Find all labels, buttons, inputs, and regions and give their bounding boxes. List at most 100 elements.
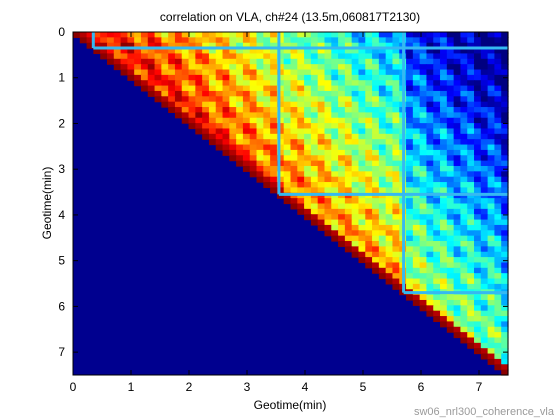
correlation-cell: [426, 246, 434, 253]
correlation-cell: [276, 53, 285, 60]
correlation-cell: [222, 117, 230, 124]
correlation-cell: [106, 48, 115, 55]
correlation-cell: [467, 80, 475, 87]
correlation-cell: [188, 74, 196, 81]
correlation-cell: [453, 144, 462, 151]
correlation-cell: [494, 294, 502, 301]
correlation-cell: [392, 219, 400, 226]
correlation-cell: [297, 123, 305, 130]
correlation-cell: [460, 48, 468, 55]
correlation-cell: [256, 128, 264, 135]
correlation-cell: [487, 278, 496, 285]
correlation-cell: [283, 171, 292, 178]
correlation-cell: [480, 96, 489, 103]
correlation-cell: [174, 101, 183, 108]
correlation-cell: [331, 42, 339, 49]
correlation-cell: [487, 283, 496, 290]
correlation-cell: [487, 32, 496, 38]
correlation-cell: [351, 198, 360, 205]
correlation-cell: [249, 155, 258, 162]
correlation-cell: [440, 133, 448, 140]
correlation-cell: [501, 53, 509, 60]
y-tick-label: 2: [58, 116, 65, 130]
correlation-cell: [453, 267, 462, 274]
correlation-cell: [338, 48, 346, 55]
correlation-cell: [208, 128, 217, 135]
correlation-cell: [412, 214, 421, 221]
correlation-cell: [453, 85, 462, 92]
correlation-cell: [392, 235, 400, 242]
correlation-cell: [474, 283, 482, 290]
correlation-cell: [501, 64, 509, 71]
correlation-cell: [412, 32, 421, 38]
correlation-cell: [365, 224, 373, 231]
correlation-cell: [460, 246, 468, 253]
correlation-cell: [331, 235, 339, 242]
correlation-cell: [446, 48, 455, 55]
correlation-cell: [331, 107, 339, 113]
correlation-cell: [426, 69, 434, 76]
correlation-cell: [440, 176, 448, 183]
correlation-cell: [263, 171, 271, 178]
correlation-cell: [501, 176, 509, 183]
correlation-cell: [494, 133, 502, 140]
correlation-cell: [263, 32, 271, 38]
correlation-cell: [433, 182, 441, 189]
correlation-cell: [351, 187, 360, 194]
correlation-cell: [385, 80, 394, 87]
correlation-cell: [338, 182, 346, 189]
correlation-cell: [358, 48, 366, 55]
correlation-cell: [419, 133, 428, 140]
correlation-cell: [195, 117, 203, 124]
correlation-cell: [154, 80, 162, 87]
correlation-cell: [372, 53, 380, 60]
correlation-cell: [453, 37, 462, 44]
correlation-cell: [487, 96, 496, 103]
correlation-cell: [168, 37, 176, 44]
correlation-cell: [446, 58, 455, 65]
correlation-cell: [385, 90, 394, 97]
correlation-cell: [372, 74, 380, 81]
correlation-cell: [460, 101, 468, 108]
correlation-cell: [453, 246, 462, 253]
correlation-cell: [446, 144, 455, 151]
correlation-cell: [297, 149, 305, 156]
correlation-cell: [317, 139, 326, 146]
correlation-cell: [419, 267, 428, 274]
correlation-cell: [406, 267, 414, 274]
correlation-cell: [351, 176, 360, 183]
correlation-cell: [344, 96, 353, 103]
correlation-cell: [174, 58, 183, 65]
correlation-cell: [487, 85, 496, 92]
correlation-cell: [338, 224, 346, 231]
correlation-cell: [365, 198, 373, 205]
correlation-cell: [304, 53, 312, 60]
correlation-cell: [440, 155, 448, 162]
correlation-cell: [392, 165, 400, 172]
correlation-cell: [358, 133, 366, 140]
correlation-cell: [467, 299, 475, 306]
correlation-cell: [501, 230, 509, 237]
correlation-cell: [236, 74, 244, 81]
correlation-cell: [140, 48, 149, 55]
correlation-cell: [290, 155, 298, 162]
correlation-cell: [242, 117, 251, 124]
correlation-cell: [406, 101, 414, 108]
correlation-cell: [494, 117, 502, 124]
correlation-cell: [358, 187, 366, 194]
correlation-cell: [365, 85, 373, 92]
correlation-cell: [310, 48, 319, 55]
correlation-cell: [215, 133, 224, 140]
correlation-cell: [378, 214, 387, 221]
correlation-cell: [304, 48, 312, 55]
correlation-cell: [412, 278, 421, 285]
correlation-cell: [433, 294, 441, 301]
correlation-cell: [276, 74, 285, 81]
correlation-cell: [474, 133, 482, 140]
correlation-cell: [446, 203, 455, 210]
correlation-cell: [310, 182, 319, 189]
correlation-cell: [419, 123, 428, 130]
correlation-cell: [440, 208, 448, 215]
correlation-cell: [392, 182, 400, 189]
correlation-cell: [412, 230, 421, 237]
